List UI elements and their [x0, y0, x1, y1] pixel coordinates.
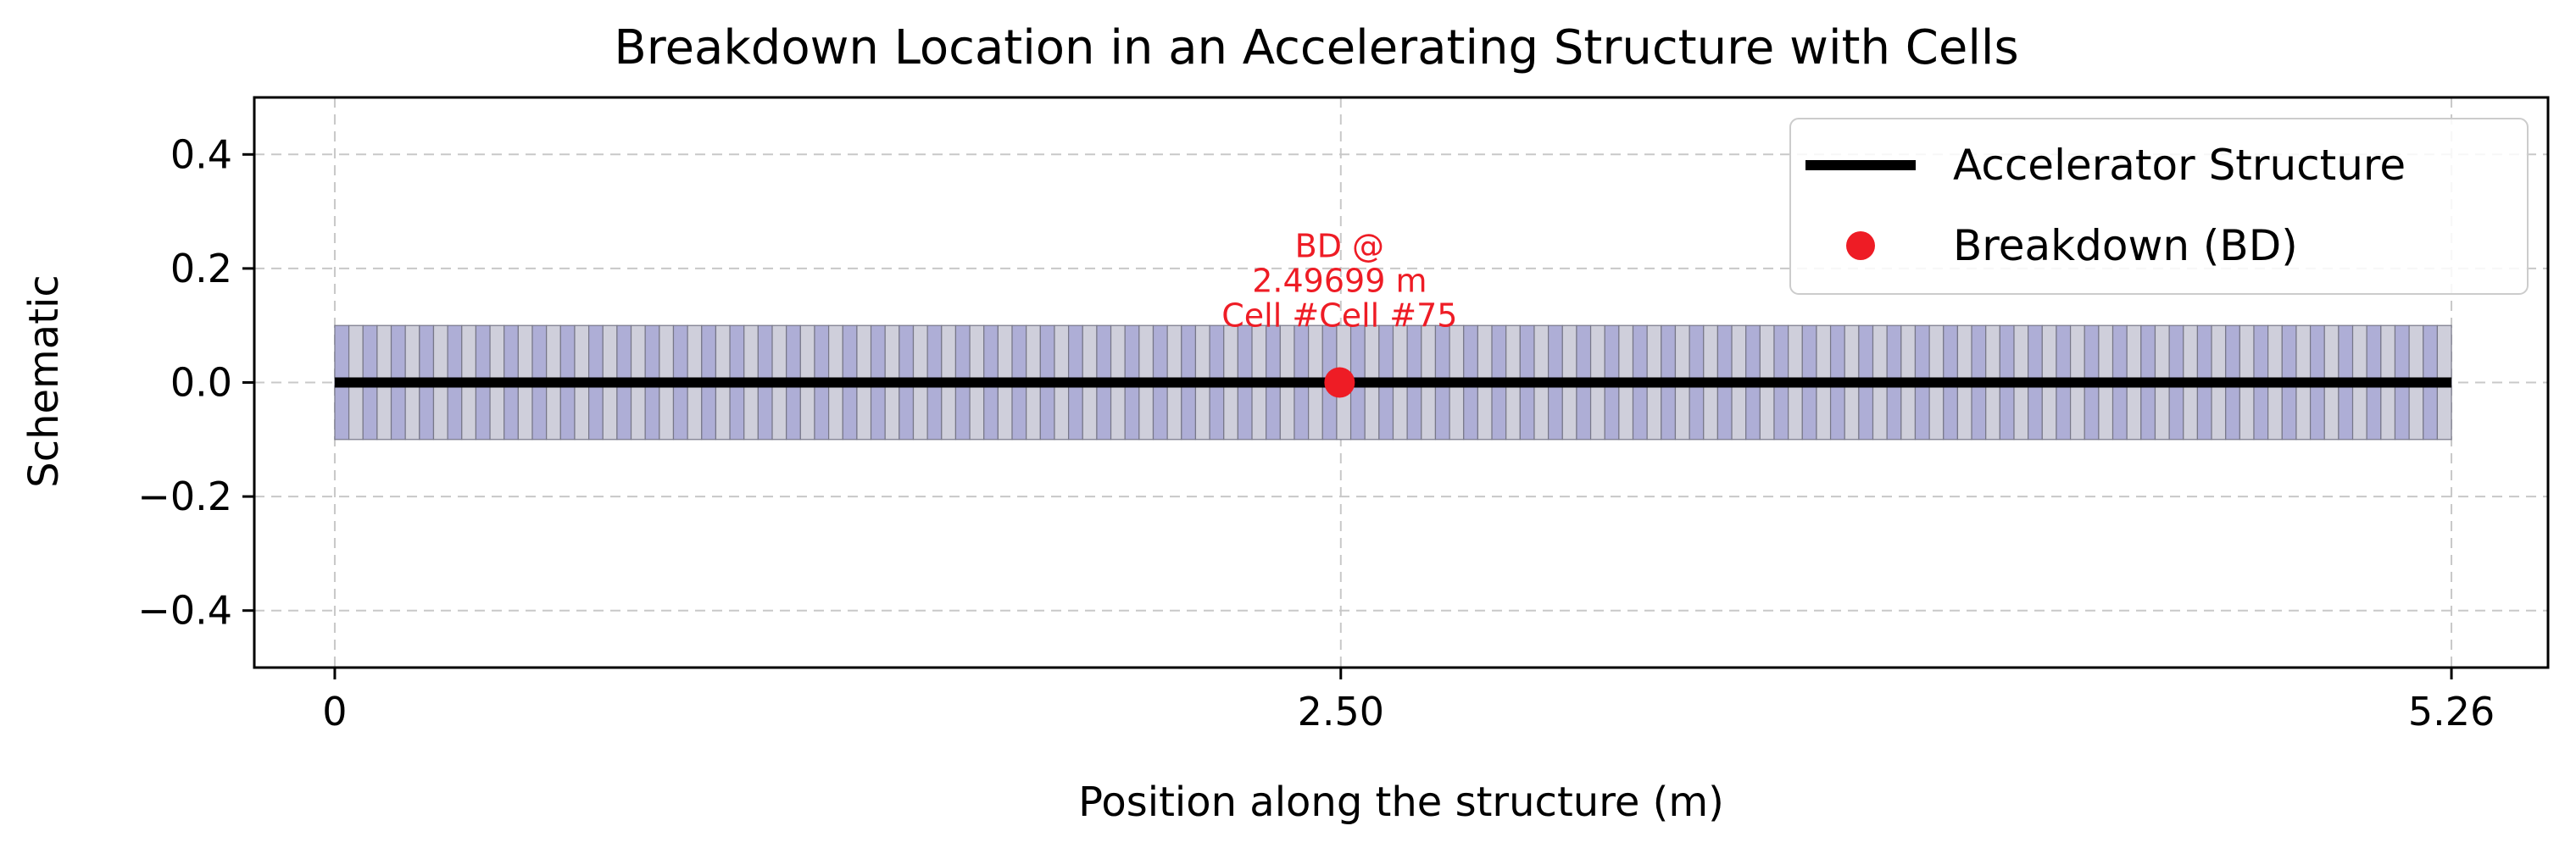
- y-tick-label-1: 0.2: [170, 246, 232, 291]
- axis-ticks: 0 2.50 5.26 0.4 0.2 0.0 −0.2 −0.4: [137, 131, 2495, 734]
- x-axis-label: Position along the structure (m): [1078, 779, 1724, 826]
- legend-breakdown-marker: [1846, 231, 1875, 260]
- y-tick-label-3: −0.2: [137, 474, 232, 519]
- y-axis-label: Schematic: [20, 274, 68, 488]
- legend: Accelerator Structure Breakdown (BD): [1789, 118, 2529, 295]
- x-tick-label-2: 5.26: [2408, 689, 2495, 734]
- x-tick-label-1: 2.50: [1298, 689, 1384, 734]
- legend-box: [1789, 118, 2529, 295]
- annotation-line-2: 2.49699 m: [1252, 263, 1427, 300]
- chart-title: Breakdown Location in an Accelerating St…: [614, 20, 2018, 75]
- y-tick-label-2: 0.0: [170, 360, 232, 406]
- breakdown-layer: [1324, 367, 1355, 398]
- legend-structure-label: Accelerator Structure: [1953, 141, 2406, 190]
- annotation-line-1: BD @: [1295, 228, 1384, 265]
- legend-breakdown-label: Breakdown (BD): [1953, 221, 2298, 270]
- y-tick-label-4: −0.4: [137, 588, 232, 634]
- breakdown-point: [1324, 367, 1355, 398]
- annotation-line-3: Cell #Cell #75: [1221, 297, 1457, 335]
- x-tick-label-0: 0: [322, 689, 347, 734]
- y-tick-label-0: 0.4: [170, 131, 232, 177]
